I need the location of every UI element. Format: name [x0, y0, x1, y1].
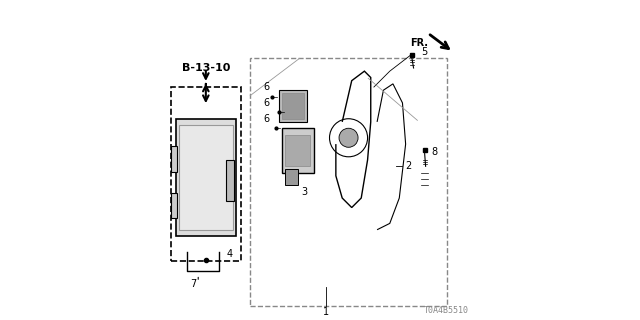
Bar	[171, 146, 177, 172]
Circle shape	[339, 128, 358, 147]
FancyBboxPatch shape	[250, 59, 447, 306]
Text: 2: 2	[406, 161, 412, 171]
Text: 6: 6	[263, 82, 269, 92]
Text: 7: 7	[190, 279, 196, 289]
Bar	[176, 119, 236, 236]
Text: B-13-10: B-13-10	[182, 63, 230, 73]
Bar	[285, 135, 310, 166]
Text: 6: 6	[263, 114, 269, 124]
Text: 6: 6	[263, 98, 269, 108]
Bar	[285, 170, 298, 185]
Bar	[179, 125, 233, 230]
Bar	[279, 90, 307, 122]
Bar	[227, 160, 234, 201]
Text: 8: 8	[431, 147, 437, 157]
Bar	[282, 128, 314, 173]
Text: 5: 5	[422, 47, 428, 57]
Text: 1: 1	[323, 307, 330, 317]
Text: 4: 4	[227, 249, 233, 259]
Bar	[171, 193, 177, 219]
Bar	[282, 93, 304, 119]
FancyBboxPatch shape	[171, 87, 241, 261]
Text: T0A4B5510: T0A4B5510	[424, 306, 469, 316]
Text: 3: 3	[301, 187, 307, 197]
Text: FR.: FR.	[410, 38, 428, 48]
